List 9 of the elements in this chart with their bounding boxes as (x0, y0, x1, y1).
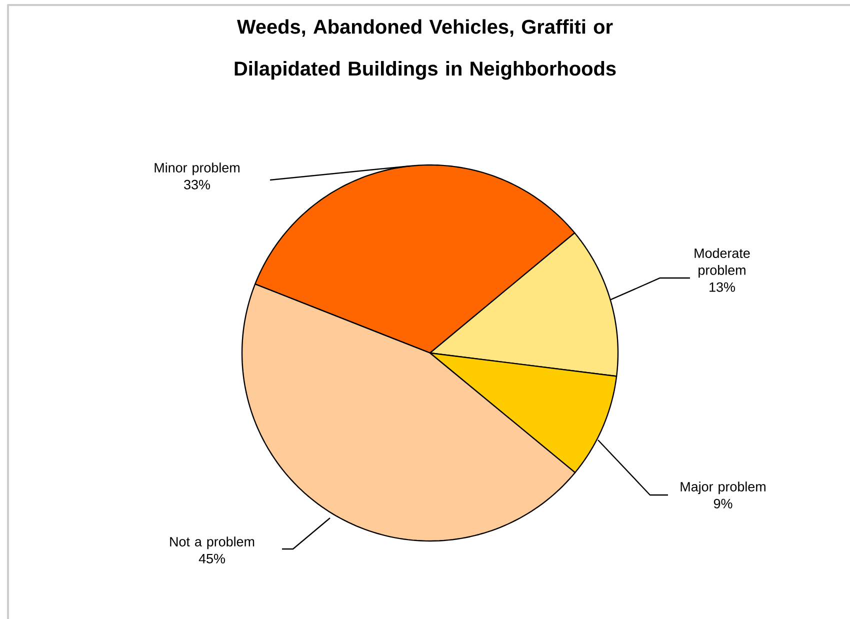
data-label: 33% (184, 180, 210, 190)
slice-label: Major problem (680, 482, 766, 494)
legend-label: Not a problem (170, 536, 254, 550)
data-label: 13% (710, 282, 735, 292)
data-label: 45% (198, 554, 225, 564)
slice-label: Minor problem (154, 162, 240, 176)
slice-label: Moderate problem (694, 248, 750, 278)
data-label: 9% (714, 498, 732, 508)
chart-title: Weeds, Abandoned Vehicles, Graffiti or Dilapidated Buildings in Neighborhoods (234, 19, 616, 80)
